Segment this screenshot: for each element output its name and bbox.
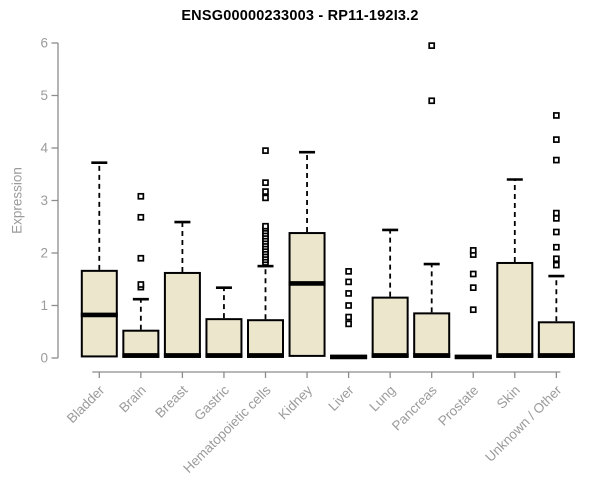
outlier-point — [552, 243, 560, 251]
y-tick-label: 3 — [40, 193, 48, 208]
x-category-label: Skin — [494, 383, 523, 412]
x-category-label: Bladder — [64, 382, 108, 426]
box-brain — [122, 329, 160, 358]
outlier-point — [345, 268, 352, 275]
y-tick-label: 2 — [40, 246, 48, 261]
box-unknown-other — [537, 321, 575, 358]
outlier-point — [137, 192, 145, 200]
x-category-label: Brain — [116, 383, 149, 416]
y-tick-label: 5 — [40, 88, 48, 103]
x-category-label: Gastric — [191, 382, 232, 423]
outlier-point — [262, 194, 269, 202]
outlier-point — [552, 156, 560, 164]
outlier-point — [469, 247, 477, 254]
box-hematopoietic-cells — [247, 319, 284, 358]
box-lung — [371, 296, 409, 358]
outlier-point — [262, 179, 269, 186]
outlier-point — [552, 112, 560, 119]
outlier-point — [552, 261, 560, 269]
x-category-label: Unknown / Other — [482, 382, 565, 465]
outlier-point — [552, 136, 560, 143]
outlier-point — [552, 228, 560, 236]
outlier-point — [345, 290, 352, 297]
outlier-point — [469, 270, 477, 278]
box-pancreas — [413, 312, 451, 358]
y-tick-label: 4 — [40, 141, 48, 156]
outlier-point — [137, 254, 145, 262]
outlier-point — [345, 313, 352, 321]
box-gastric — [205, 318, 243, 358]
outlier-point — [552, 209, 560, 217]
outlier-point — [262, 222, 269, 230]
x-category-label: Pancreas — [389, 382, 440, 433]
chart-title: ENSG00000233003 - RP11-192I3.2 — [181, 8, 419, 24]
y-tick-label: 0 — [40, 351, 48, 366]
outlier-point — [469, 284, 477, 291]
x-category-label: Liver — [325, 382, 357, 414]
box-kidney — [288, 232, 326, 357]
outlier-point — [428, 42, 436, 49]
outlier-point — [552, 215, 560, 222]
box-skin — [496, 261, 534, 358]
y-tick-label: 1 — [40, 298, 48, 313]
x-category-label: Lung — [366, 383, 398, 415]
outlier-point — [428, 97, 436, 105]
outlier-point — [345, 278, 352, 286]
outlier-point — [262, 147, 269, 154]
outlier-point — [345, 320, 352, 328]
outlier-point — [137, 281, 145, 288]
outlier-point — [262, 188, 269, 195]
outlier-point — [345, 302, 352, 309]
x-category-label: Prostate — [435, 383, 481, 429]
box-breast — [163, 271, 201, 358]
x-category-label: Breast — [152, 382, 190, 420]
y-tick-label: 6 — [40, 36, 48, 51]
x-category-label: Kidney — [275, 382, 315, 422]
outlier-point — [469, 306, 477, 314]
outlier-point — [137, 213, 145, 221]
outlier-point — [552, 255, 560, 263]
